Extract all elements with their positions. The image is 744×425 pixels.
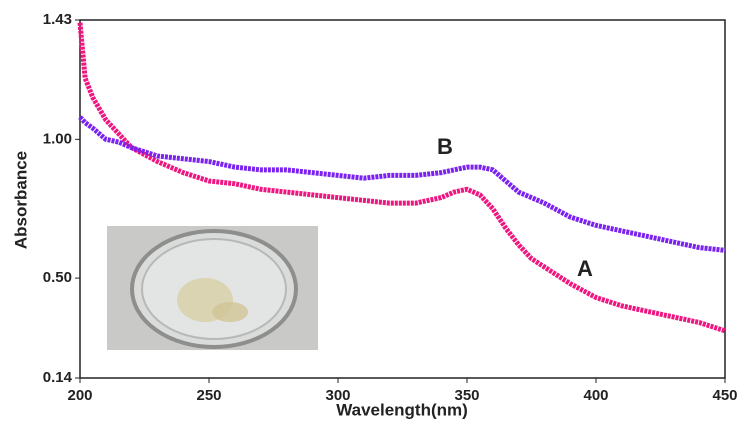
y-axis-title: Absorbance bbox=[11, 151, 30, 249]
x-tick-label: 250 bbox=[196, 387, 221, 404]
annotation: B bbox=[437, 134, 453, 159]
plot-frame bbox=[79, 19, 726, 379]
x-tick-label: 300 bbox=[325, 387, 350, 404]
y-tick-label: 0.14 bbox=[43, 369, 73, 386]
inset-photo bbox=[107, 226, 318, 350]
x-tick-label: 400 bbox=[583, 387, 608, 404]
x-tick-label: 450 bbox=[712, 387, 737, 404]
y-tick-label: 1.00 bbox=[43, 130, 72, 147]
x-axis-title: Wavelength(nm) bbox=[336, 400, 468, 419]
y-tick-label: 0.50 bbox=[43, 269, 72, 286]
series-line bbox=[78, 115, 726, 253]
x-tick-label: 200 bbox=[67, 387, 92, 404]
x-tick-label: 350 bbox=[454, 387, 479, 404]
y-tick-label: 1.43 bbox=[43, 11, 72, 28]
annotation: A bbox=[577, 256, 593, 281]
